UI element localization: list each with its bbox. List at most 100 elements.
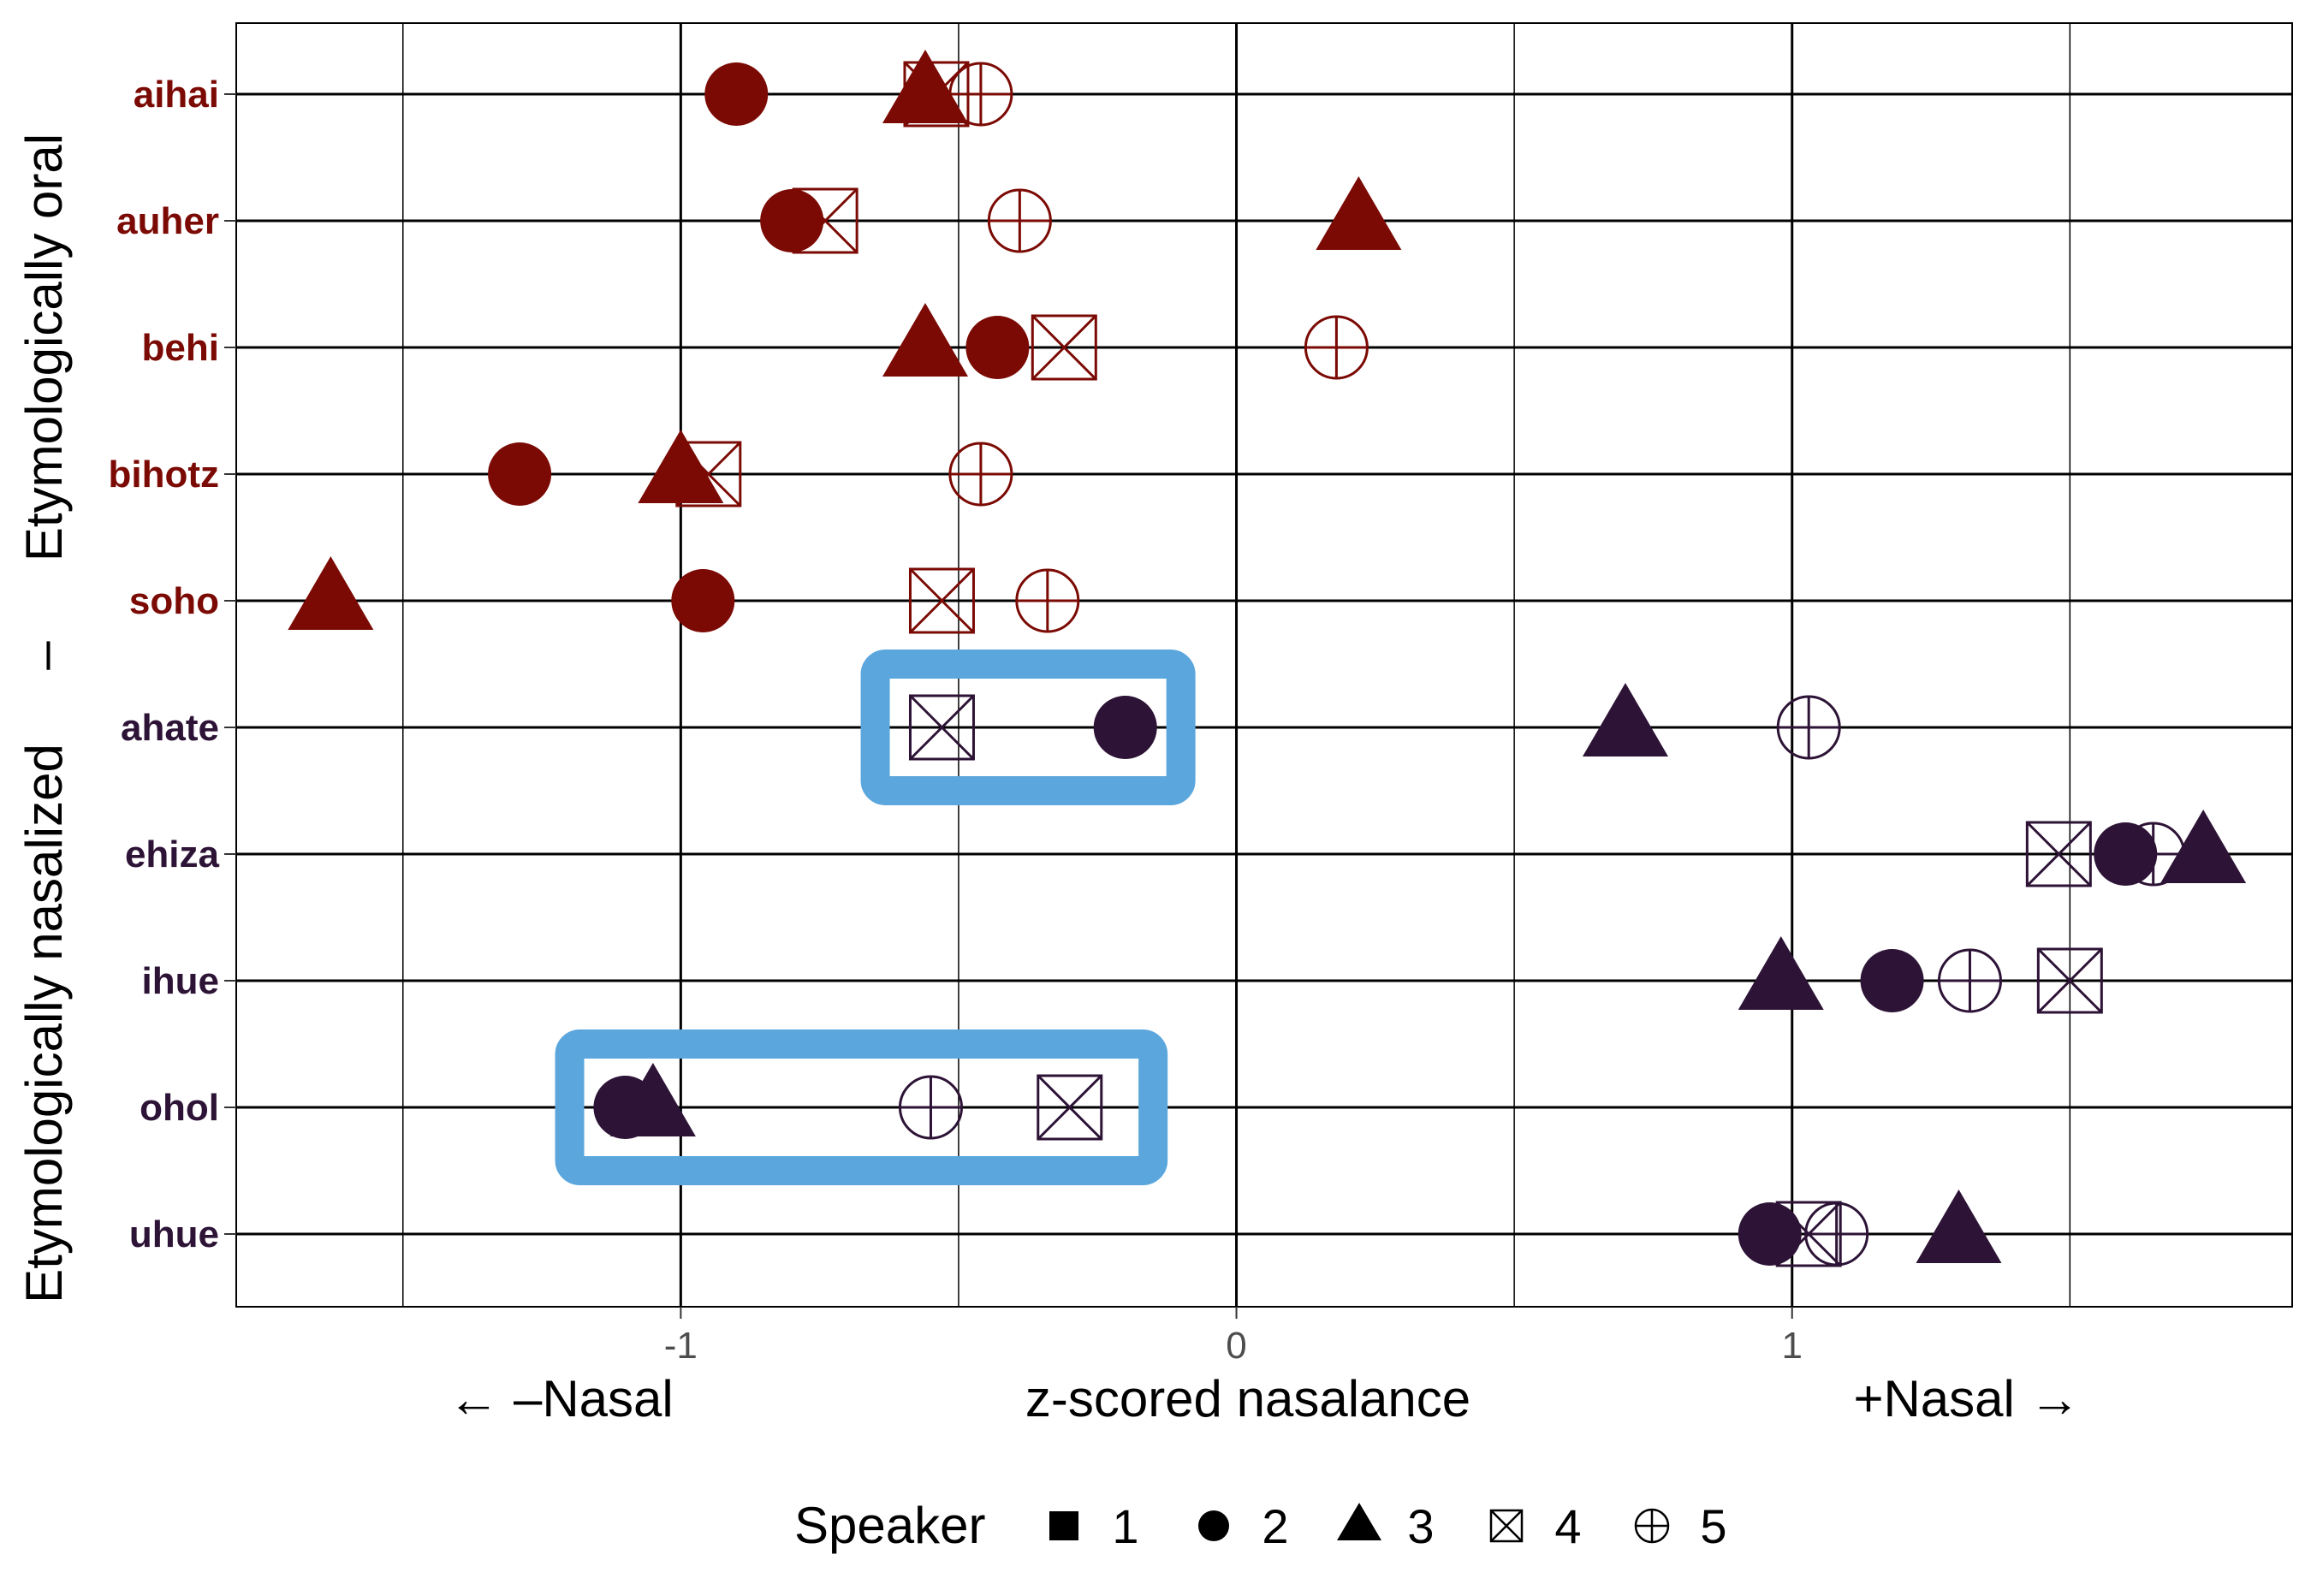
- point-speaker5-auher: [987, 188, 1052, 253]
- point-speaker5-ehiza: [2121, 822, 2186, 887]
- group-label-oral: Etymologically oral: [15, 133, 73, 561]
- point-speaker5-uhue: [1804, 1201, 1869, 1267]
- legend-entry-5: 5: [1634, 1499, 1727, 1553]
- x-tick-label: 0: [1226, 1325, 1246, 1367]
- x-axis-label: z-scored nasalance: [1025, 1370, 1470, 1427]
- legend-entry-4: 4: [1489, 1499, 1582, 1553]
- y-axis-labels: aihai auher behi bihotz soho ahate ehiza ihue oh…: [108, 74, 236, 1255]
- point-speaker5-behi-plus: [1305, 317, 1368, 378]
- point-speaker2-ahate: [1093, 696, 1157, 759]
- legend-entry-1: 1: [1049, 1499, 1139, 1553]
- point-speaker4-ohol: [1037, 1074, 1103, 1141]
- point-speaker4-ohol-cross: [1037, 1074, 1102, 1141]
- point-speaker3-behi: [882, 303, 968, 377]
- y-label-auher: auher: [116, 200, 219, 242]
- legend-label-2: 2: [1262, 1499, 1288, 1553]
- point-speaker3-auher: [1316, 176, 1402, 250]
- legend-key-square-cross-cross: [1490, 1510, 1523, 1542]
- point-speaker4-ohol-box: [1037, 1074, 1103, 1141]
- group-separator: –: [15, 641, 73, 670]
- legend-key-circle-plus-plus: [1636, 1510, 1668, 1542]
- y-label-ohol: ohol: [140, 1087, 219, 1129]
- y-label-bihotz: bihotz: [108, 454, 219, 495]
- data-points: [288, 50, 2247, 1267]
- highlight-box-ohol: [555, 1029, 1168, 1185]
- y-label-soho: soho: [129, 580, 219, 622]
- point-speaker3-ohol: [609, 1063, 696, 1136]
- point-speaker4-auher-box: [792, 187, 858, 254]
- point-speaker4-ehiza: [2025, 821, 2092, 887]
- x-axis-label-left: ← –Nasal: [448, 1370, 673, 1427]
- point-speaker4-bihotz-cross: [675, 441, 741, 507]
- point-speaker5-uhue-plus: [1805, 1203, 1868, 1265]
- point-speaker4-ahate: [908, 694, 975, 761]
- point-speaker4-bihotz-box: [675, 441, 742, 507]
- point-speaker3-uhue: [1916, 1190, 2002, 1263]
- point-speaker4-behi-cross: [1031, 314, 1097, 381]
- point-speaker2-auher: [760, 189, 824, 252]
- point-speaker5-ihue: [1937, 948, 2002, 1013]
- point-speaker5-bihotz: [948, 442, 1013, 507]
- y-label-ihue: ihue: [142, 960, 219, 1002]
- point-speaker3-ehiza: [2160, 810, 2247, 883]
- point-speaker5-bihotz-plus: [949, 443, 1012, 505]
- point-speaker4-soho-cross: [909, 567, 975, 634]
- highlight-boxes: [555, 650, 1196, 1185]
- point-speaker4-ihue: [2036, 947, 2103, 1014]
- point-speaker5-behi: [1304, 315, 1369, 380]
- y-label-uhue: uhue: [129, 1213, 219, 1255]
- y-label-ehiza: ehiza: [125, 834, 220, 875]
- point-speaker3-bihotz: [638, 430, 724, 503]
- point-speaker4-ihue-box: [2036, 947, 2103, 1014]
- point-speaker5-aihai-plus: [949, 63, 1012, 125]
- x-axis: z-scored nasalance ← –Nasal +Nasal → -1 0…: [448, 1307, 2081, 1427]
- point-speaker4-auher: [792, 187, 858, 254]
- point-speaker2-behi: [965, 316, 1030, 379]
- point-speaker5-soho-plus: [1016, 570, 1078, 632]
- group-labels: Etymologically oral – Etymologically nasal…: [15, 133, 73, 1303]
- point-speaker4-ihue-cross: [2037, 947, 2103, 1014]
- point-speaker2-soho: [671, 569, 735, 632]
- y-label-aihai: aihai: [134, 74, 219, 116]
- legend-key-circle-filled: [1198, 1510, 1229, 1541]
- point-speaker5-ohol-plus: [900, 1077, 962, 1138]
- point-speaker4-ehiza-cross: [2026, 821, 2092, 887]
- legend-label-3: 3: [1407, 1499, 1434, 1553]
- legend-label-4: 4: [1554, 1499, 1581, 1553]
- point-speaker4-soho-box: [908, 567, 975, 634]
- point-speaker4-soho: [908, 567, 975, 634]
- point-speaker4-ahate-box: [908, 694, 975, 761]
- point-speaker5-aihai: [948, 62, 1013, 127]
- legend-title: Speaker: [794, 1497, 985, 1554]
- x-tick-label: -1: [664, 1325, 698, 1367]
- legend-key-triangle-filled: [1337, 1503, 1381, 1540]
- point-speaker5-auher-plus: [989, 190, 1051, 252]
- point-speaker4-ehiza-box: [2025, 821, 2092, 887]
- legend-label-5: 5: [1700, 1499, 1726, 1553]
- point-speaker5-soho: [1015, 568, 1080, 633]
- plot-frame: [235, 22, 2293, 1308]
- highlight-box-ahate: [860, 650, 1196, 805]
- point-speaker5-ahate-plus: [1778, 697, 1840, 758]
- plot-border: [235, 22, 2293, 1308]
- legend-entry-3: 3: [1337, 1499, 1435, 1553]
- gridlines: [236, 23, 2292, 1307]
- point-speaker4-bihotz: [675, 441, 742, 507]
- point-speaker5-ohol: [898, 1075, 963, 1140]
- point-speaker2-bihotz: [488, 442, 552, 506]
- legend-label-1: 1: [1112, 1499, 1138, 1553]
- y-label-ahate: ahate: [121, 707, 219, 749]
- point-speaker5-ihue-plus: [1939, 950, 2001, 1012]
- point-speaker2-uhue: [1738, 1202, 1802, 1266]
- point-speaker5-ahate: [1776, 695, 1841, 760]
- y-label-behi: behi: [142, 327, 219, 369]
- point-speaker4-auher-cross: [793, 187, 858, 254]
- point-speaker3-ahate: [1582, 683, 1668, 756]
- point-speaker4-ahate-cross: [909, 694, 975, 761]
- legend-entry-2: 2: [1198, 1499, 1289, 1553]
- x-axis-label-right: +Nasal →: [1853, 1370, 2080, 1427]
- legend-key-square-filled: [1049, 1511, 1078, 1540]
- point-speaker2-aihai: [704, 62, 769, 126]
- legend: Speaker 1 2 3 4 5: [794, 1497, 1727, 1554]
